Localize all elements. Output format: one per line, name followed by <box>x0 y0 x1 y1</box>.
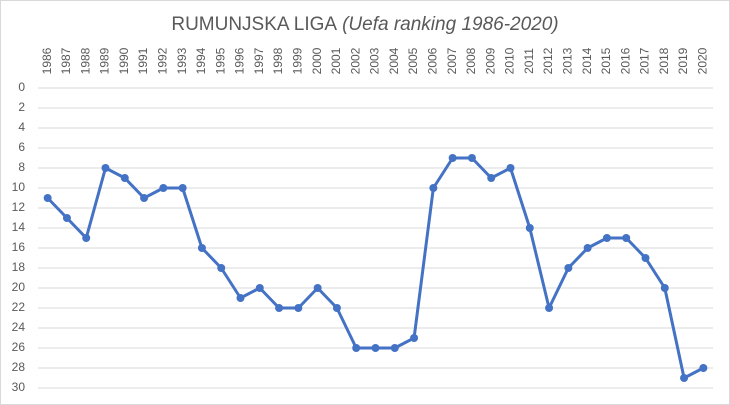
x-tick-label: 2004 <box>387 47 401 74</box>
y-tick-label: 28 <box>12 360 26 374</box>
marker <box>140 194 149 202</box>
x-tick-label: 1986 <box>40 47 54 74</box>
marker <box>680 374 689 382</box>
y-tick-label: 22 <box>12 300 26 314</box>
marker <box>371 344 380 352</box>
marker <box>564 264 573 272</box>
x-tick-label: 2000 <box>310 47 324 74</box>
x-tick-label: 2003 <box>368 47 382 74</box>
marker <box>120 174 129 182</box>
marker <box>178 184 187 192</box>
marker <box>583 244 592 252</box>
marker <box>641 254 650 262</box>
x-tick-label: 2007 <box>445 47 459 74</box>
x-tick-label: 2002 <box>348 47 362 74</box>
marker <box>236 294 245 302</box>
marker <box>275 304 284 312</box>
x-tick-label: 2015 <box>599 47 613 74</box>
marker <box>506 164 515 172</box>
marker <box>62 214 71 222</box>
x-tick-label: 2020 <box>696 47 710 74</box>
x-tick-label: 2014 <box>580 47 594 74</box>
x-tick-label: 2019 <box>676 47 690 74</box>
x-tick-label: 1987 <box>59 47 73 74</box>
marker <box>429 184 438 192</box>
y-tick-label: 30 <box>12 380 26 394</box>
x-tick-label: 2011 <box>522 48 536 74</box>
x-tick-label: 2008 <box>464 47 478 74</box>
x-tick-label: 1996 <box>233 47 247 74</box>
x-tick-label: 1988 <box>78 47 92 74</box>
marker <box>352 344 361 352</box>
x-tick-label: 1992 <box>156 47 170 74</box>
x-tick-label: 2010 <box>503 47 517 74</box>
x-tick-label: 2005 <box>406 47 420 74</box>
x-tick-label: 2013 <box>561 47 575 74</box>
chart-subtitle: (Uefa ranking 1986-2020) <box>342 14 559 35</box>
marker <box>82 234 91 242</box>
y-tick-label: 24 <box>12 320 26 334</box>
x-tick-label: 2018 <box>657 47 671 74</box>
x-tick-label: 1998 <box>271 47 285 74</box>
marker <box>390 344 399 352</box>
x-tick-label: 1993 <box>175 47 189 74</box>
marker <box>43 194 52 202</box>
y-tick-label: 0 <box>18 80 25 94</box>
marker <box>467 154 476 162</box>
marker <box>294 304 303 312</box>
marker <box>332 304 341 312</box>
marker <box>622 234 631 242</box>
x-tick-label: 2001 <box>329 47 343 74</box>
x-tick-label: 2009 <box>483 47 497 74</box>
y-tick-label: 10 <box>12 180 26 194</box>
y-tick-label: 26 <box>12 340 26 354</box>
x-tick-label: 1989 <box>98 47 112 74</box>
y-tick-label: 18 <box>12 260 26 274</box>
marker <box>545 304 554 312</box>
y-tick-label: 8 <box>18 160 25 174</box>
y-tick-label: 16 <box>12 240 26 254</box>
x-tick-label: 1994 <box>194 47 208 74</box>
y-tick-label: 14 <box>12 220 26 234</box>
x-tick-label: 1999 <box>291 47 305 74</box>
x-tick-label: 1990 <box>117 47 131 74</box>
marker <box>525 224 534 232</box>
x-tick-label: 1997 <box>252 47 266 74</box>
x-tick-label: 2017 <box>638 47 652 74</box>
marker <box>699 364 708 372</box>
y-tick-label: 4 <box>18 120 25 134</box>
marker <box>487 174 496 182</box>
y-tick-label: 2 <box>18 100 25 114</box>
marker <box>410 334 419 342</box>
marker <box>217 264 226 272</box>
x-tick-label: 1995 <box>213 47 227 74</box>
y-tick-label: 6 <box>18 140 25 154</box>
y-tick-label: 12 <box>12 200 26 214</box>
x-tick-label: 2012 <box>541 47 555 74</box>
marker <box>313 284 322 292</box>
marker <box>197 244 206 252</box>
marker <box>602 234 611 242</box>
marker <box>255 284 264 292</box>
y-tick-label: 20 <box>12 280 26 294</box>
x-tick-label: 2006 <box>426 47 440 74</box>
marker <box>101 164 110 172</box>
x-tick-label: 2016 <box>618 47 632 74</box>
x-tick-label: 1991 <box>136 47 150 74</box>
marker <box>660 284 669 292</box>
marker <box>159 184 168 192</box>
marker <box>448 154 457 162</box>
chart-title: RUMUNJSKA LIGA <box>171 14 337 35</box>
